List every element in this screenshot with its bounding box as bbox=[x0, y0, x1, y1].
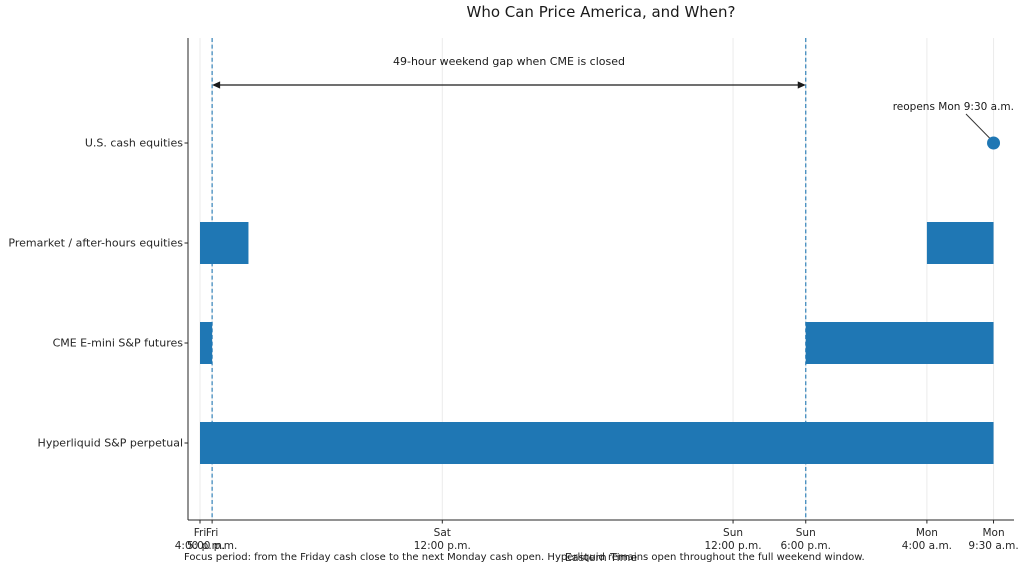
x-tick-label: Sun 6:00 p.m. bbox=[780, 527, 832, 552]
timeline-bar bbox=[200, 422, 994, 464]
timeline-bar bbox=[805, 322, 994, 364]
timeline-bar bbox=[200, 222, 249, 264]
timeline-bar bbox=[200, 322, 213, 364]
reopen-annotation-text: reopens Mon 9:30 a.m. bbox=[892, 101, 1014, 113]
gap-arrow-head-right bbox=[797, 81, 806, 89]
x-tick-label: Fri 5:00 p.m. bbox=[186, 527, 238, 552]
gap-annotation-text: 49-hour weekend gap when CME is closed bbox=[392, 55, 626, 68]
y-category-label: Premarket / after-hours equities bbox=[8, 236, 183, 250]
x-tick-label: Sun 12:00 p.m. bbox=[704, 527, 762, 552]
chart-title: Who Can Price America, and When? bbox=[466, 3, 736, 21]
x-axis-label: Eastern Time bbox=[564, 551, 638, 564]
x-tick-label: Mon 4:00 a.m. bbox=[901, 527, 953, 552]
y-category-label: Hyperliquid S&P perpetual bbox=[37, 436, 183, 450]
timeline-bar bbox=[926, 222, 994, 264]
y-category-label: CME E-mini S&P futures bbox=[52, 336, 183, 350]
footnote-text: Focus period: from the Friday cash close… bbox=[184, 552, 865, 563]
gap-arrow-head-left bbox=[212, 81, 221, 89]
x-tick-label: Sat 12:00 p.m. bbox=[413, 527, 471, 552]
reopen-dot bbox=[987, 136, 1001, 150]
x-tick-label: Mon 9:30 a.m. bbox=[968, 527, 1019, 552]
y-category-label: U.S. cash equities bbox=[84, 136, 183, 150]
reopen-leader-line bbox=[965, 113, 991, 140]
x-tick-label: Fri 4:00 p.m. bbox=[174, 527, 226, 552]
